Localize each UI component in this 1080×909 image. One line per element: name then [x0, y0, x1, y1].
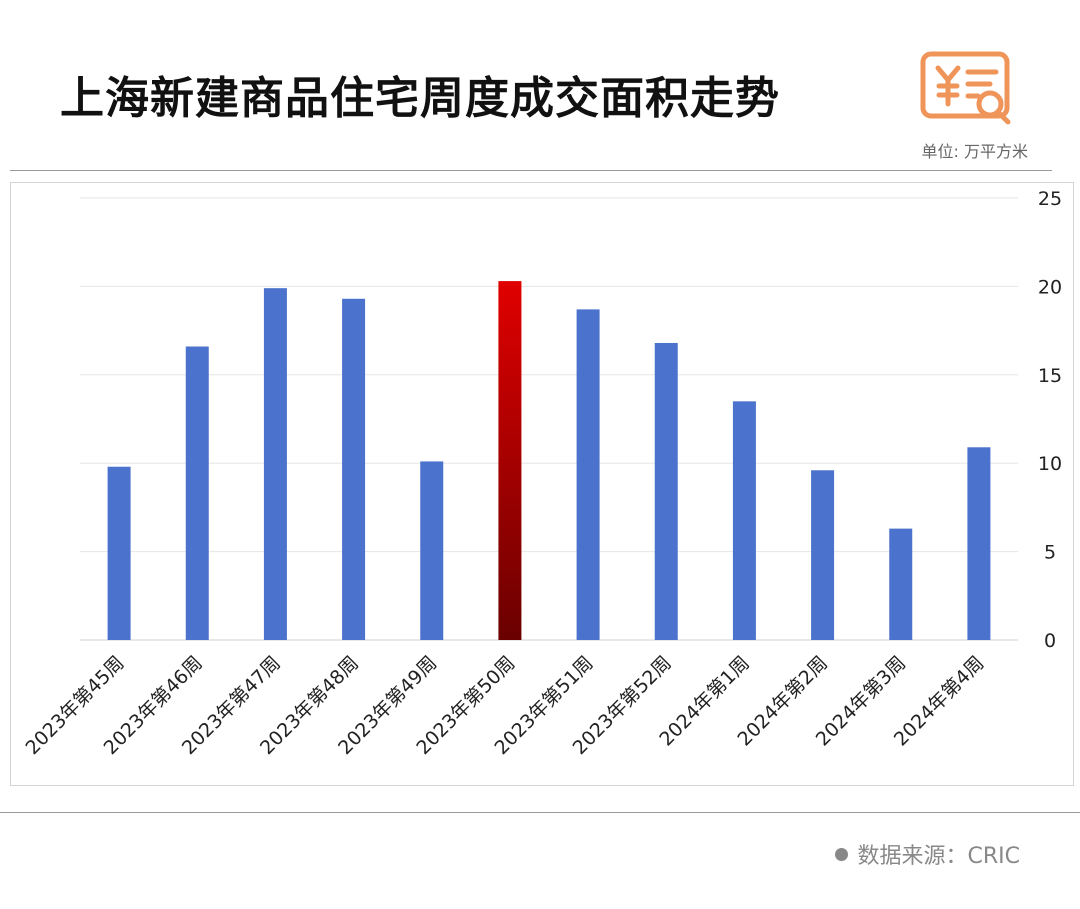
y-tick-label: 25	[1038, 188, 1062, 210]
bar	[811, 470, 835, 640]
footer-divider	[0, 812, 1080, 813]
bar	[967, 447, 991, 640]
bar	[420, 461, 444, 640]
data-source: 数据来源：CRIC	[834, 838, 1021, 870]
y-tick-label: 15	[1038, 365, 1062, 387]
x-axis-ticks: 2023年第45周2023年第46周2023年第47周2023年第48周2023…	[21, 652, 988, 759]
data-source-label: 数据来源：CRIC	[857, 844, 1021, 869]
page-title: 上海新建商品住宅周度成交面积走势	[60, 73, 780, 124]
y-tick-label: 0	[1044, 630, 1056, 652]
header-divider	[10, 170, 1052, 171]
bar	[185, 346, 209, 640]
y-tick-label: 20	[1038, 276, 1062, 298]
receipt-yuan-search-icon	[918, 48, 1014, 128]
y-tick-label: 5	[1044, 542, 1056, 564]
bar	[107, 466, 131, 640]
bar	[263, 288, 287, 640]
bullet-icon	[834, 847, 848, 861]
bar-highlighted	[498, 281, 522, 640]
gridlines	[80, 197, 1018, 641]
y-tick-label: 10	[1038, 453, 1062, 475]
unit-label: 单位: 万平方米	[921, 142, 1028, 161]
bar	[654, 342, 678, 640]
bar	[889, 528, 913, 640]
bar	[342, 298, 366, 640]
bar	[732, 401, 756, 640]
bars	[107, 281, 991, 640]
y-axis-ticks: 0 5 10 15 20 25	[1038, 188, 1062, 652]
bar	[576, 309, 600, 640]
